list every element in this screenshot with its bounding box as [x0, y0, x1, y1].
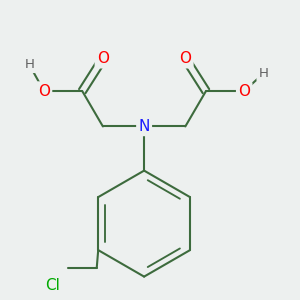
Text: N: N [138, 119, 150, 134]
Text: H: H [258, 67, 268, 80]
Text: H: H [24, 58, 34, 71]
Text: O: O [97, 51, 109, 66]
Text: O: O [179, 51, 191, 66]
Text: Cl: Cl [45, 278, 60, 293]
Text: O: O [38, 84, 50, 99]
Text: O: O [238, 84, 250, 99]
